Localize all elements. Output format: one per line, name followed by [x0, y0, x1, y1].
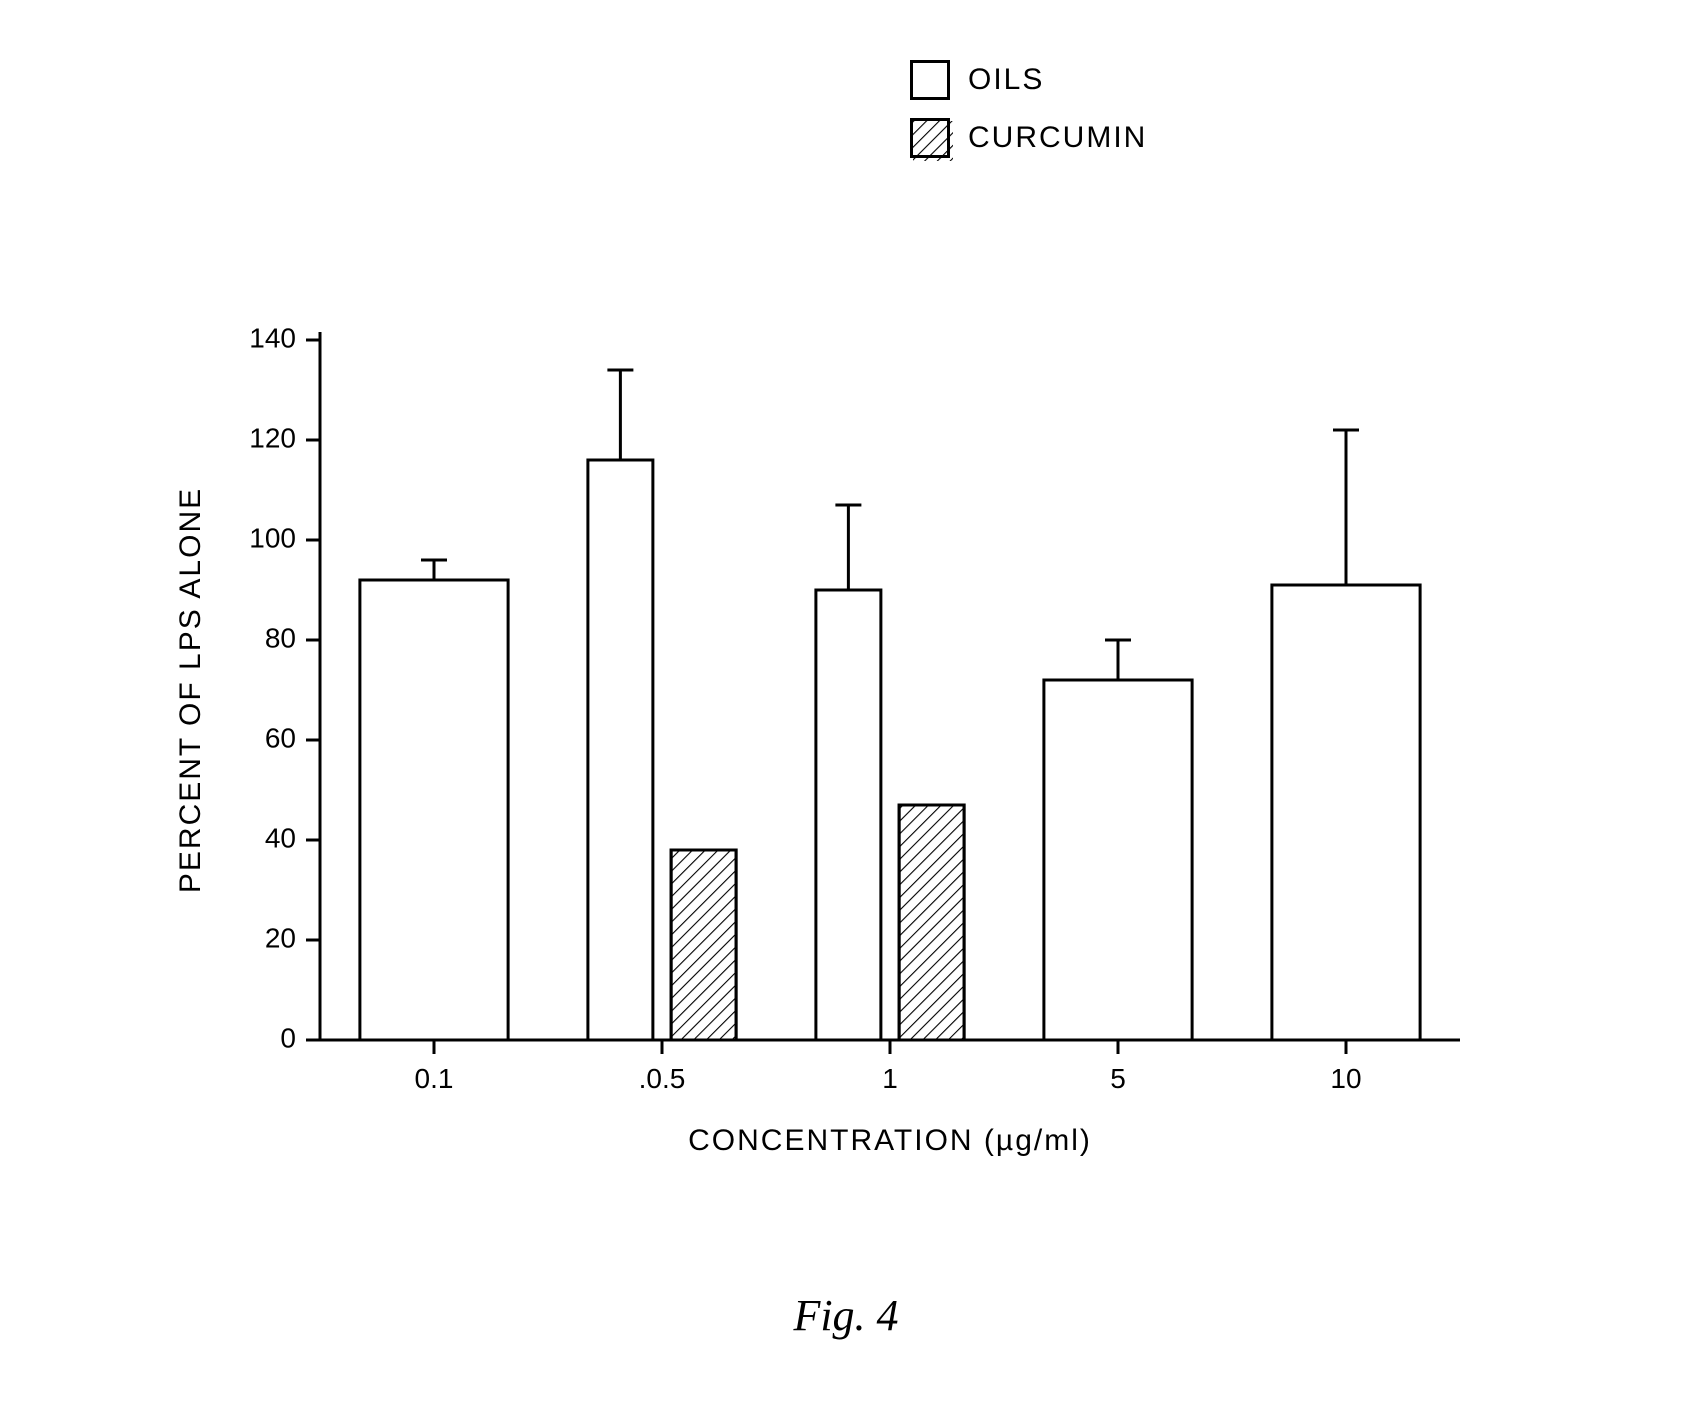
- y-tick-label: 120: [249, 422, 296, 453]
- x-axis-label: CONCENTRATION (µg/ml): [688, 1124, 1092, 1157]
- legend-label: CURCUMIN: [968, 121, 1147, 155]
- legend-swatch: [910, 118, 950, 158]
- x-tick-label: 5: [1110, 1063, 1126, 1094]
- x-tick-label: .0.5: [639, 1063, 686, 1094]
- legend: OILS CURCUMIN: [910, 60, 1147, 176]
- legend-item: OILS: [910, 60, 1147, 100]
- x-tick-label: 0.1: [415, 1063, 454, 1094]
- figure-caption: Fig. 4: [0, 1290, 1692, 1341]
- bar-hatch: [671, 850, 736, 1040]
- y-tick-label: 100: [249, 522, 296, 553]
- legend-item: CURCUMIN: [910, 118, 1147, 158]
- y-tick-label: 140: [249, 322, 296, 353]
- legend-label: OILS: [968, 63, 1044, 97]
- y-tick-label: 80: [265, 622, 296, 653]
- bar-chart: 0 20 40 60 80 100 120 140 0.1 .0.5 1 5 10 PERCENT OF …: [140, 320, 1480, 1200]
- bar: [360, 580, 508, 1040]
- y-tick-label: 20: [265, 922, 296, 953]
- y-axis-label: PERCENT OF LPS ALONE: [174, 487, 207, 893]
- y-tick-label: 60: [265, 722, 296, 753]
- bar: [816, 590, 881, 1040]
- x-tick-label: 1: [882, 1063, 898, 1094]
- legend-swatch: [910, 60, 950, 100]
- bar-hatch: [899, 805, 964, 1040]
- y-tick-label: 0: [280, 1022, 296, 1053]
- figure: OILS CURCUMIN 0 20 40 60 80 100 120 140 0.1 .0.5 1…: [0, 0, 1692, 1406]
- chart-area: 0 20 40 60 80 100 120 140 0.1 .0.5 1 5 10 PERCENT OF …: [140, 320, 1480, 1200]
- bar: [1044, 680, 1192, 1040]
- bar: [588, 460, 653, 1040]
- bar: [1272, 585, 1420, 1040]
- x-tick-label: 10: [1330, 1063, 1361, 1094]
- y-tick-label: 40: [265, 822, 296, 853]
